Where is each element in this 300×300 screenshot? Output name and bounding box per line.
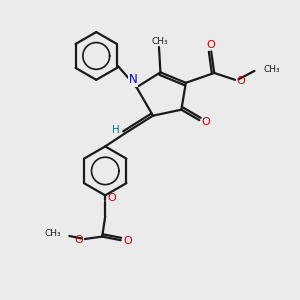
- Text: O: O: [207, 40, 216, 50]
- Text: CH₃: CH₃: [152, 37, 168, 46]
- Text: O: O: [74, 235, 83, 244]
- Text: O: O: [123, 236, 132, 246]
- Text: CH₃: CH₃: [263, 65, 280, 74]
- Text: O: O: [107, 194, 116, 203]
- Text: N: N: [129, 73, 137, 86]
- Text: O: O: [237, 76, 245, 86]
- Text: O: O: [202, 117, 210, 127]
- Text: H: H: [112, 125, 119, 135]
- Text: CH₃: CH₃: [44, 229, 61, 238]
